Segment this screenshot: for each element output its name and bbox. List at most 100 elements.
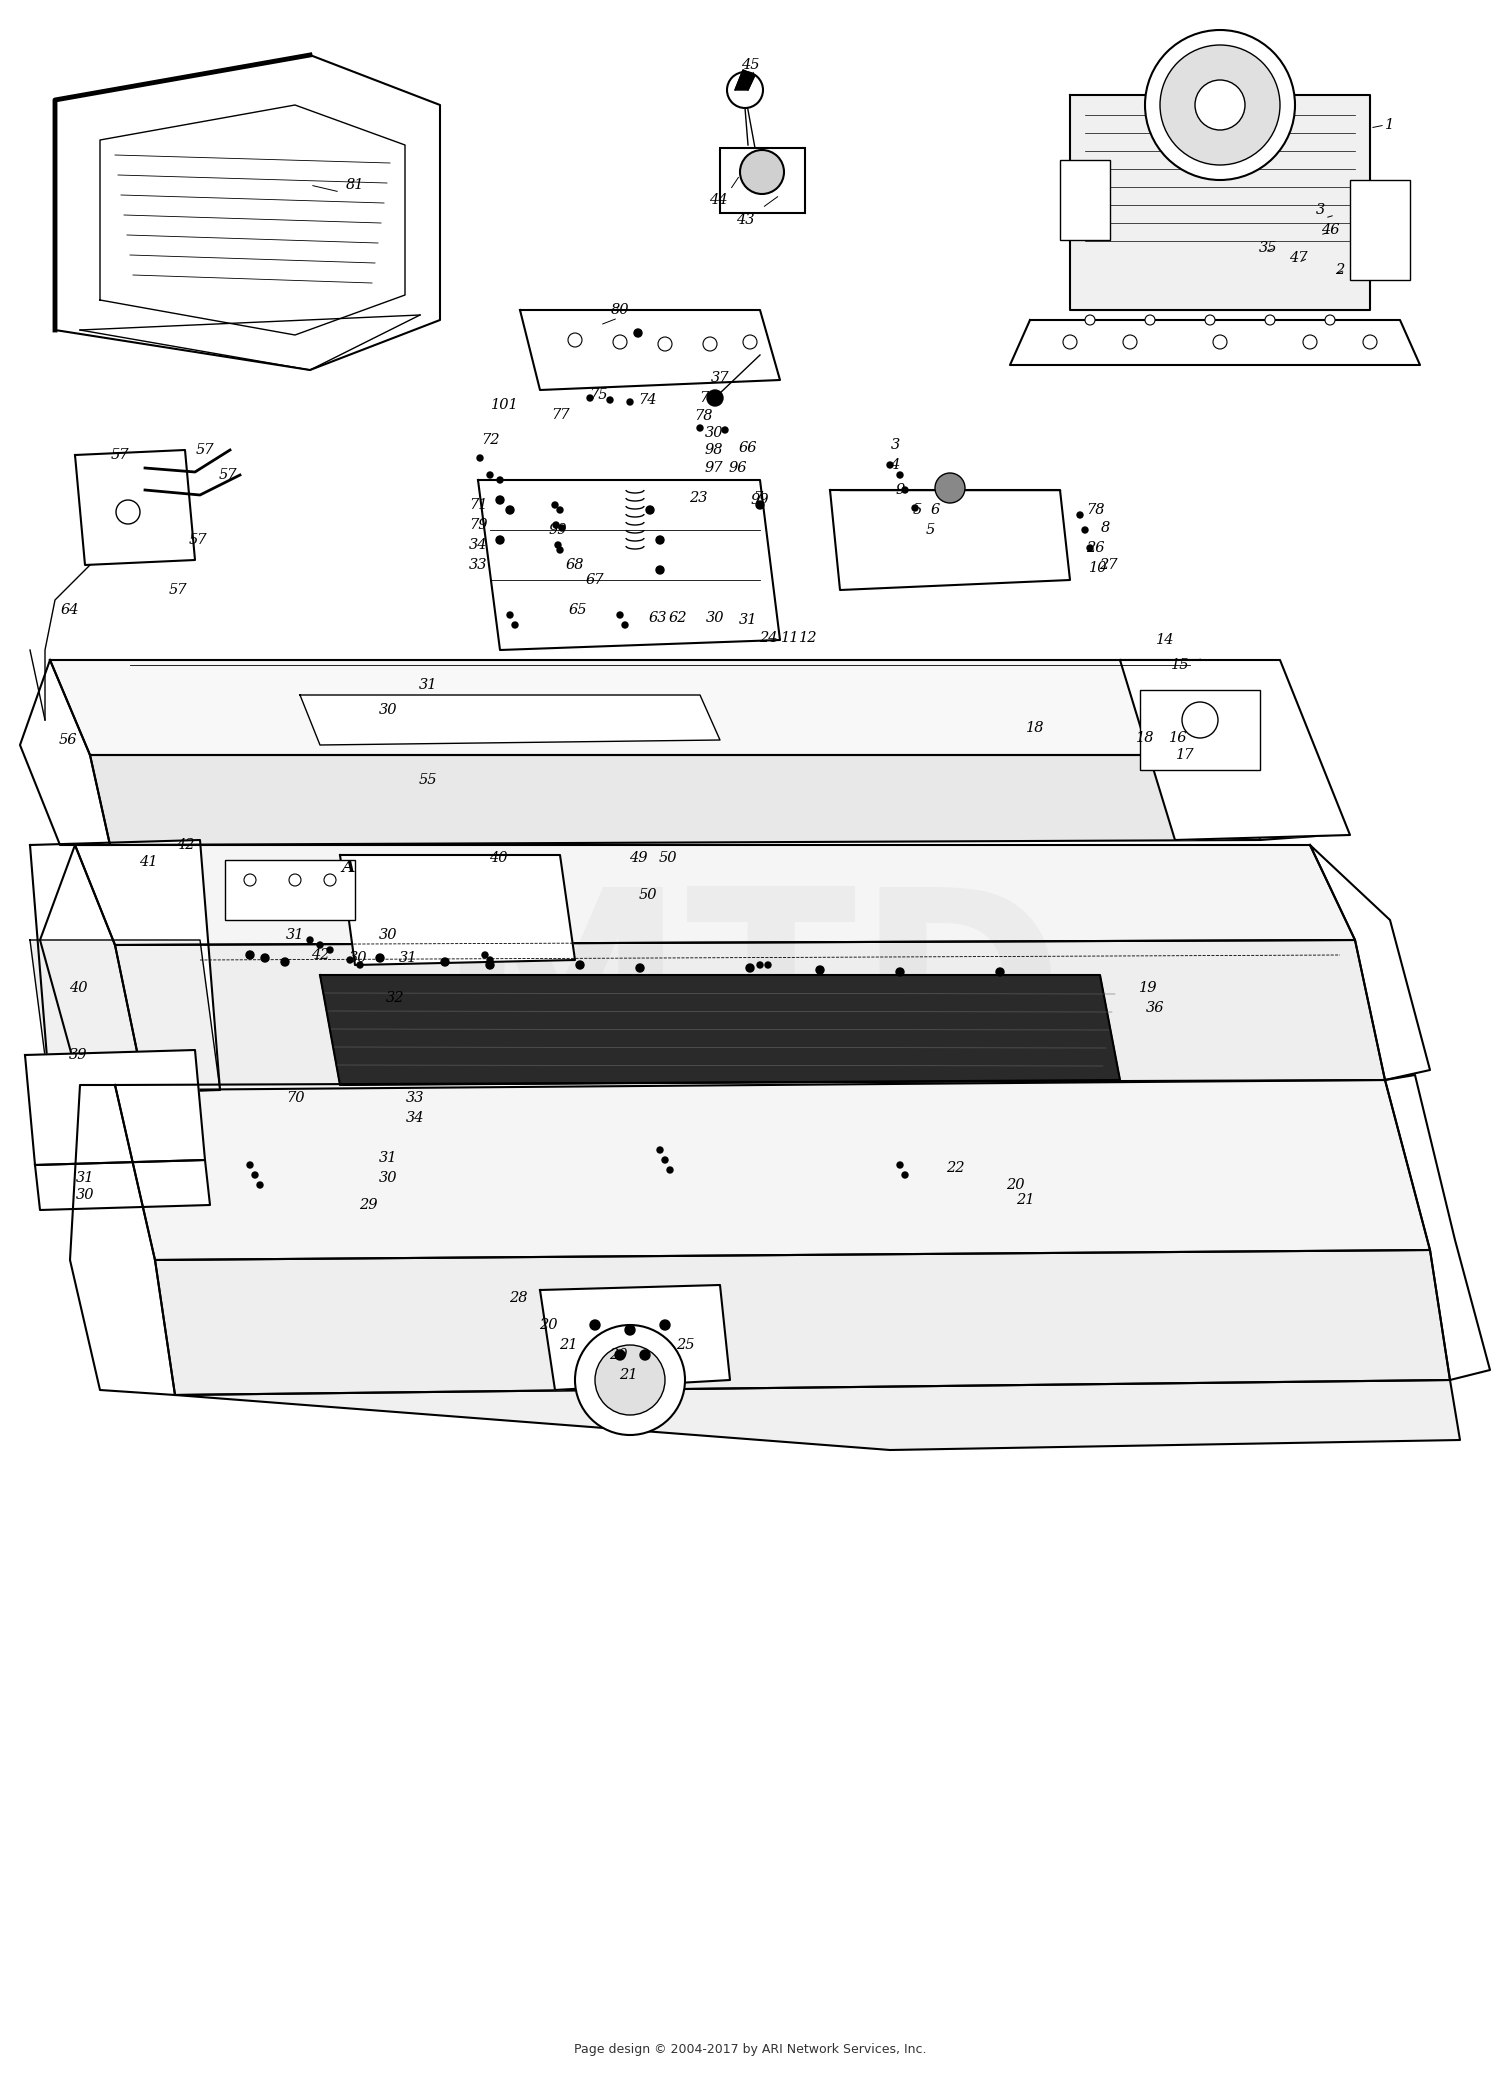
Text: 15: 15	[1170, 658, 1190, 672]
Text: 21: 21	[558, 1338, 578, 1353]
Circle shape	[1214, 335, 1227, 350]
Circle shape	[574, 1326, 686, 1436]
Text: 5: 5	[926, 522, 934, 537]
Text: 72: 72	[480, 433, 500, 447]
Circle shape	[902, 1172, 908, 1178]
Circle shape	[324, 874, 336, 887]
Polygon shape	[40, 845, 146, 1090]
Text: 21: 21	[618, 1367, 638, 1382]
Text: 34: 34	[405, 1111, 424, 1126]
Polygon shape	[20, 660, 110, 845]
Circle shape	[1144, 314, 1155, 325]
Polygon shape	[34, 1159, 210, 1209]
Circle shape	[1082, 526, 1088, 533]
Circle shape	[622, 622, 628, 628]
Polygon shape	[70, 1084, 176, 1394]
Polygon shape	[340, 855, 574, 966]
Text: 33: 33	[468, 558, 488, 572]
Text: 50: 50	[639, 889, 657, 901]
Text: 20: 20	[538, 1317, 558, 1332]
Text: 31: 31	[738, 614, 758, 626]
Circle shape	[740, 150, 784, 194]
Text: 46: 46	[1320, 223, 1340, 237]
Circle shape	[488, 957, 494, 964]
Circle shape	[316, 943, 322, 949]
Text: 32: 32	[386, 991, 405, 1005]
Text: 80: 80	[610, 304, 630, 316]
Text: 30: 30	[348, 951, 368, 966]
Circle shape	[756, 502, 764, 510]
Text: 27: 27	[1098, 558, 1118, 572]
Text: 45: 45	[741, 58, 759, 73]
Circle shape	[614, 335, 627, 350]
Bar	[1060, 160, 1110, 239]
Text: 42: 42	[176, 839, 195, 851]
Circle shape	[256, 1182, 262, 1188]
Circle shape	[327, 947, 333, 953]
Circle shape	[896, 968, 904, 976]
Text: 81: 81	[345, 179, 364, 191]
Text: 3: 3	[891, 437, 900, 452]
Text: 75: 75	[588, 387, 608, 402]
Text: 78: 78	[693, 410, 712, 422]
Bar	[1140, 691, 1260, 770]
Text: 74: 74	[638, 393, 657, 408]
Text: 47: 47	[1288, 252, 1306, 264]
Circle shape	[507, 612, 513, 618]
Polygon shape	[50, 660, 1240, 755]
Text: 26: 26	[1086, 541, 1104, 556]
Circle shape	[554, 522, 560, 529]
Circle shape	[636, 964, 644, 972]
Text: 40: 40	[69, 980, 87, 995]
Text: 21: 21	[1016, 1192, 1035, 1207]
Text: 70: 70	[285, 1090, 304, 1105]
Circle shape	[742, 335, 758, 350]
Text: Page design © 2004-2017 by ARI Network Services, Inc.: Page design © 2004-2017 by ARI Network S…	[573, 2044, 926, 2056]
Circle shape	[704, 337, 717, 352]
Text: 40: 40	[489, 851, 507, 866]
Circle shape	[1324, 314, 1335, 325]
Text: 30: 30	[378, 928, 398, 943]
Text: 17: 17	[1176, 747, 1194, 762]
Circle shape	[728, 73, 764, 108]
Circle shape	[1304, 335, 1317, 350]
Text: 34: 34	[468, 539, 488, 551]
Bar	[1350, 179, 1410, 281]
Circle shape	[658, 337, 672, 352]
Circle shape	[586, 395, 592, 402]
Text: 37: 37	[711, 370, 729, 385]
Circle shape	[1084, 314, 1095, 325]
Text: 11: 11	[780, 631, 800, 645]
Text: 36: 36	[1146, 1001, 1164, 1016]
Text: 49: 49	[628, 851, 648, 866]
Polygon shape	[75, 845, 1354, 945]
Circle shape	[1264, 314, 1275, 325]
Text: 39: 39	[69, 1049, 87, 1061]
Circle shape	[668, 1167, 674, 1174]
Polygon shape	[540, 1284, 730, 1390]
Circle shape	[886, 462, 892, 468]
Text: 62: 62	[669, 612, 687, 624]
Text: 66: 66	[738, 441, 758, 456]
Text: 44: 44	[708, 194, 728, 206]
Text: 14: 14	[1155, 633, 1174, 647]
Circle shape	[512, 622, 518, 628]
Polygon shape	[1384, 1076, 1490, 1380]
Text: 6: 6	[930, 504, 939, 516]
Text: A: A	[340, 859, 354, 876]
Circle shape	[308, 936, 314, 943]
Bar	[720, 148, 806, 212]
Circle shape	[897, 472, 903, 479]
Circle shape	[608, 397, 613, 404]
Text: 77: 77	[550, 408, 570, 422]
Text: 3: 3	[1316, 204, 1324, 216]
Text: 30: 30	[705, 427, 723, 439]
Circle shape	[902, 487, 908, 493]
Circle shape	[496, 495, 504, 504]
Circle shape	[765, 961, 771, 968]
Text: 96: 96	[729, 462, 747, 474]
Text: 30: 30	[378, 1172, 398, 1184]
Polygon shape	[1120, 660, 1350, 841]
Circle shape	[1196, 79, 1245, 129]
Circle shape	[441, 957, 448, 966]
